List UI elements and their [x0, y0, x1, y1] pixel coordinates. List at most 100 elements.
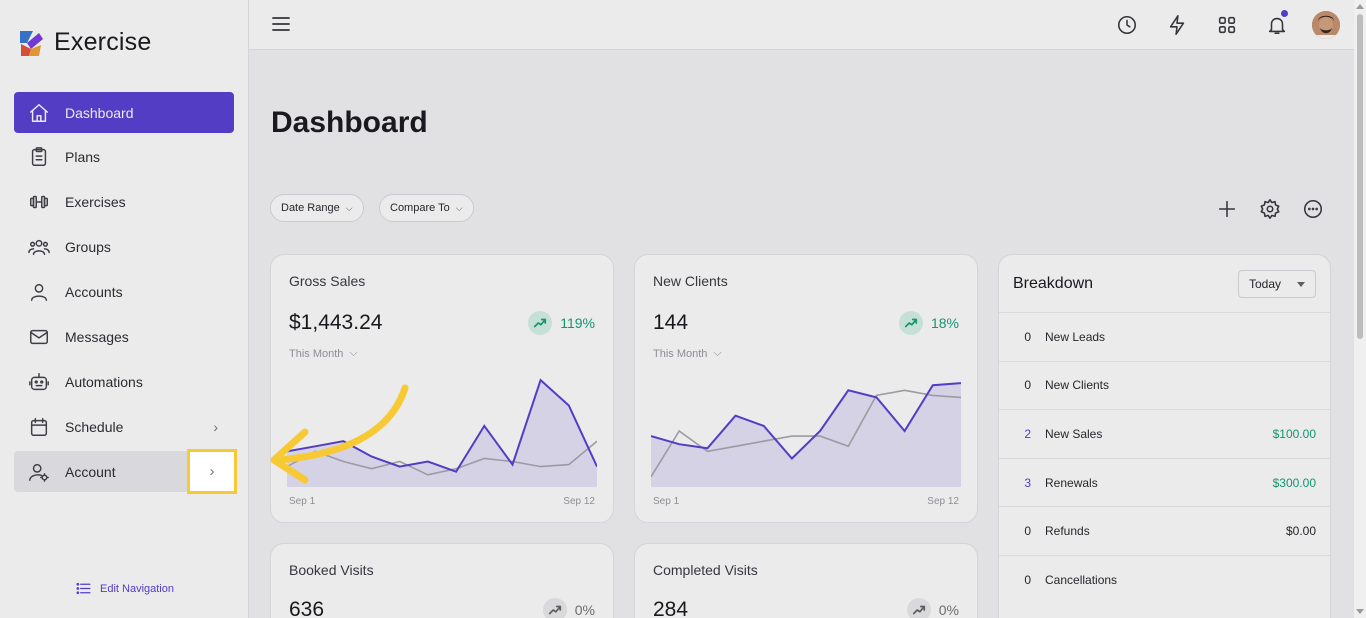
date-range-filter[interactable]: Date Range ⌵ — [270, 194, 364, 222]
gear-icon[interactable] — [1257, 196, 1283, 222]
trend-indicator: 0% — [906, 598, 959, 618]
sidebar-item-groups[interactable]: Groups — [14, 227, 234, 268]
sidebar-item-accounts[interactable]: Accounts — [14, 272, 234, 313]
current-area — [287, 380, 597, 487]
card-value: 636 — [289, 598, 325, 618]
user-icon — [27, 280, 51, 304]
breakdown-row[interactable]: 0 New Clients — [999, 360, 1330, 410]
sidebar-item-label: Accounts — [65, 284, 123, 301]
row-label: Cancellations — [1045, 572, 1118, 587]
card-title: New Clients — [653, 273, 728, 289]
filter-label: Compare To — [390, 202, 450, 214]
period-label: This Month — [653, 347, 708, 360]
trending-up-icon — [898, 311, 923, 335]
clipboard-icon — [27, 145, 51, 169]
current-series-line — [287, 378, 597, 473]
row-amount: $100.00 — [1272, 426, 1316, 441]
history-icon[interactable] — [1112, 10, 1142, 40]
sidebar-item-plans[interactable]: Plans — [14, 137, 234, 178]
chevron-right-icon[interactable]: › — [213, 418, 218, 435]
breakdown-row[interactable]: 3 Renewals $300.00 — [999, 457, 1330, 507]
trend-indicator: 119% — [528, 311, 595, 335]
sidebar-item-dashboard[interactable]: Dashboard — [14, 92, 234, 133]
app-logo-icon — [20, 30, 43, 56]
breakdown-row[interactable]: 2 New Sales $100.00 — [999, 409, 1330, 458]
sidebar-item-exercises[interactable]: Exercises — [14, 182, 234, 223]
new-clients-chart — [651, 382, 961, 487]
home-icon — [27, 101, 51, 125]
gross-sales-card[interactable]: Gross Sales $1,443.24 119% This Month ⌵ S… — [270, 254, 614, 523]
row-count: 0 — [1024, 329, 1031, 344]
row-label: Renewals — [1045, 475, 1098, 490]
notification-dot — [1281, 10, 1288, 17]
user-settings-icon — [27, 460, 51, 484]
pointer-arrow-icon — [270, 384, 409, 484]
robot-icon — [27, 370, 51, 394]
sidebar: Exercise Dashboard Plans Exercises Group… — [0, 0, 249, 618]
card-title: Booked Visits — [289, 562, 374, 578]
trend-percent: 18% — [930, 315, 959, 331]
breakdown-title: Breakdown — [1013, 275, 1094, 292]
sidebar-item-schedule[interactable]: Schedule › — [14, 406, 234, 447]
sidebar-item-label: Plans — [65, 149, 101, 166]
edit-navigation-link[interactable]: Edit Navigation — [75, 580, 174, 597]
hamburger-menu-icon[interactable] — [271, 14, 291, 34]
chevron-right-icon: › — [209, 463, 215, 480]
breakdown-row[interactable]: 0 Refunds $0.00 — [999, 506, 1330, 555]
trend-indicator: 0% — [542, 598, 595, 618]
row-count: 0 — [1024, 378, 1031, 393]
sidebar-item-messages[interactable]: Messages — [14, 316, 234, 357]
breakdown-card: Breakdown Today 0 New Leads 0 New Client… — [998, 254, 1331, 618]
trend-indicator: 18% — [898, 311, 959, 335]
x-axis-end: Sep 12 — [563, 496, 595, 507]
row-label: New Clients — [1045, 378, 1110, 393]
scroll-up-arrow-icon[interactable] — [1356, 4, 1364, 9]
brand[interactable]: Exercise — [17, 28, 151, 57]
current-series-line — [651, 382, 961, 460]
page-scrollbar[interactable] — [1354, 0, 1366, 618]
scroll-down-arrow-icon[interactable] — [1356, 609, 1364, 614]
sidebar-item-automations[interactable]: Automations — [14, 361, 234, 402]
app-name: Exercise — [54, 28, 152, 56]
sidebar-nav: Dashboard Plans Exercises Groups Account… — [14, 92, 234, 496]
breakdown-period-select[interactable]: Today — [1238, 270, 1316, 298]
new-clients-card[interactable]: New Clients 144 18% This Month ⌵ Sep 1 Se… — [634, 254, 978, 523]
breakdown-row[interactable]: 0 New Leads — [999, 312, 1330, 361]
sidebar-item-label: Exercises — [65, 194, 126, 211]
lightning-icon[interactable] — [1162, 10, 1192, 40]
users-icon — [27, 235, 51, 259]
plus-icon[interactable] — [1214, 196, 1240, 222]
account-expand-highlight[interactable]: › — [187, 449, 237, 494]
chevron-down-icon: ⌵ — [349, 347, 358, 359]
x-axis-start: Sep 1 — [289, 496, 316, 507]
row-count: 0 — [1024, 572, 1031, 587]
scroll-thumb[interactable] — [1357, 14, 1363, 339]
mail-icon — [27, 325, 51, 349]
row-amount: $0.00 — [1285, 524, 1316, 539]
period-select[interactable]: This Month ⌵ — [289, 347, 358, 360]
sidebar-item-label: Account — [65, 463, 116, 480]
avatar[interactable] — [1312, 11, 1340, 39]
trend-percent: 119% — [560, 315, 595, 331]
more-icon[interactable] — [1300, 196, 1326, 222]
row-label: Refunds — [1045, 524, 1090, 539]
chevron-down-icon: ⌵ — [713, 347, 722, 359]
apps-grid-icon[interactable] — [1212, 10, 1242, 40]
completed-visits-card[interactable]: Completed Visits 284 0% — [634, 543, 978, 618]
sidebar-item-label: Messages — [65, 328, 129, 345]
breakdown-row[interactable]: 0 Cancellations — [999, 555, 1330, 604]
trending-up-icon — [542, 598, 567, 618]
card-value: $1,443.24 — [289, 311, 383, 334]
x-axis-end: Sep 12 — [927, 496, 959, 507]
bell-icon[interactable] — [1262, 10, 1292, 40]
edit-navigation-label: Edit Navigation — [100, 582, 174, 595]
dumbbell-icon — [27, 190, 51, 214]
row-count: 2 — [1024, 426, 1031, 441]
select-value: Today — [1249, 277, 1282, 291]
period-select[interactable]: This Month ⌵ — [653, 347, 722, 360]
x-axis-start: Sep 1 — [653, 496, 680, 507]
trending-up-icon — [528, 311, 553, 335]
row-label: New Leads — [1045, 329, 1106, 344]
booked-visits-card[interactable]: Booked Visits 636 0% — [270, 543, 614, 618]
compare-to-filter[interactable]: Compare To ⌵ — [379, 194, 474, 222]
